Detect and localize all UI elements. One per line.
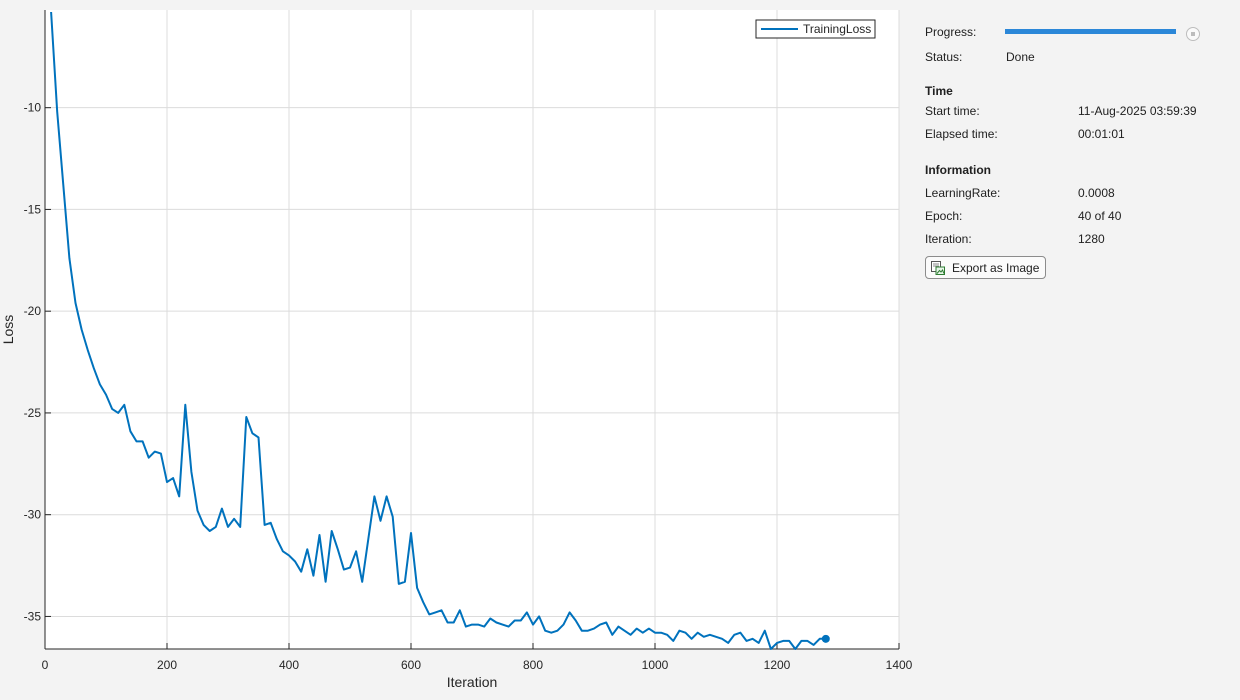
final-iteration-marker	[821, 634, 830, 643]
y-axis-title: Loss	[0, 315, 16, 345]
y-tick-label: -30	[24, 508, 42, 522]
stop-square-icon	[1191, 32, 1195, 36]
x-tick-label: 200	[157, 658, 177, 672]
legend-box	[755, 19, 876, 39]
x-tick-label: 400	[279, 658, 299, 672]
iteration-value: 1280	[1078, 232, 1105, 246]
progress-bar	[1005, 29, 1176, 34]
stop-icon[interactable]	[1186, 27, 1200, 41]
learning-rate-value: 0.0008	[1078, 186, 1115, 200]
x-tick-label: 800	[523, 658, 543, 672]
status-value: Done	[1006, 50, 1035, 64]
iteration-label: Iteration:	[925, 232, 972, 246]
time-heading: Time	[925, 84, 953, 98]
x-tick-label: 0	[42, 658, 49, 672]
y-tick-label: -20	[24, 304, 42, 318]
x-tick-label: 1200	[764, 658, 791, 672]
start-time-label: Start time:	[925, 104, 980, 118]
y-tick-label: -35	[24, 609, 42, 623]
learning-rate-label: LearningRate:	[925, 186, 1001, 200]
plot-area	[45, 10, 899, 649]
progress-label: Progress:	[925, 25, 977, 39]
y-tick-label: -10	[24, 101, 42, 115]
epoch-label: Epoch:	[925, 209, 963, 223]
x-axis-title: Iteration	[447, 674, 498, 690]
export-button-label: Export as Image	[952, 260, 1040, 275]
legend-label: TrainingLoss	[803, 22, 871, 36]
x-tick-label: 1400	[886, 658, 913, 672]
progress-bar-fill	[1005, 29, 1176, 34]
export-image-icon	[931, 260, 945, 275]
export-as-image-button[interactable]: Export as Image	[925, 256, 1047, 279]
status-label: Status:	[925, 50, 963, 64]
x-tick-label: 600	[401, 658, 421, 672]
training-loss-line	[50, 11, 826, 650]
info-panel: Progress: Status: Done Time Start time: …	[925, 0, 1225, 700]
elapsed-time-value: 00:01:01	[1078, 127, 1125, 141]
training-loss-chart: 0 200 400 600 800 1000 1200 1400 -35 -30 -25 -20 -15…	[0, 10, 913, 690]
elapsed-time-label: Elapsed time:	[925, 127, 998, 141]
epoch-value: 40 of 40	[1078, 209, 1122, 223]
y-tick-label: -25	[24, 406, 42, 420]
x-tick-label: 1000	[642, 658, 669, 672]
y-tick-label: -15	[24, 202, 42, 216]
information-heading: Information	[925, 163, 991, 177]
start-time-value: 11-Aug-2025 03:59:39	[1078, 104, 1197, 118]
